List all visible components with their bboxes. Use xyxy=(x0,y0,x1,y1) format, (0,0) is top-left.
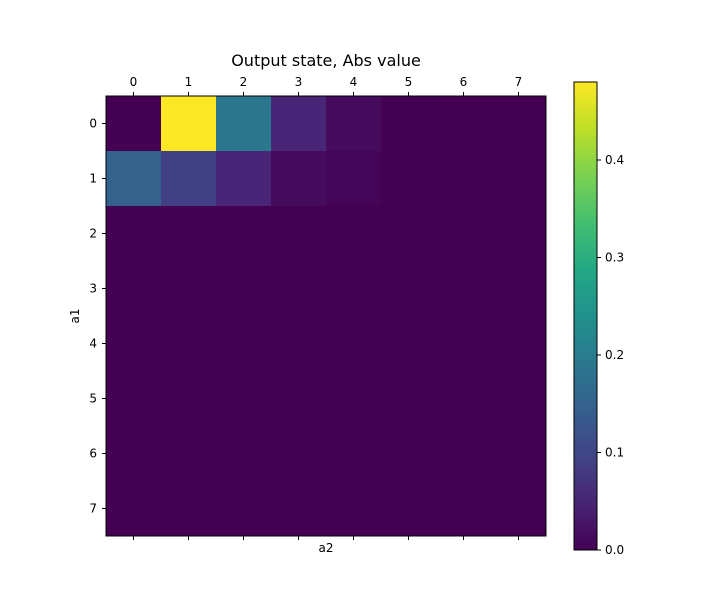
heatmap-cell xyxy=(436,206,492,262)
heatmap-cell xyxy=(271,316,327,372)
heatmap-cell xyxy=(161,426,217,482)
heatmap-cell xyxy=(326,96,382,152)
heatmap-cell xyxy=(271,151,327,207)
heatmap-cell xyxy=(381,426,437,482)
heatmap-cell xyxy=(326,261,382,317)
heatmap-cell xyxy=(326,206,382,262)
heatmap-cell xyxy=(216,151,272,207)
heatmap-cell xyxy=(106,151,162,207)
heatmap-cell xyxy=(106,426,162,482)
heatmap-cell xyxy=(491,481,547,537)
y-tick-label: 0 xyxy=(89,117,97,131)
heatmap-cell xyxy=(161,261,217,317)
chart-title: Output state, Abs value xyxy=(231,51,421,70)
colorbar-tick-label: 0.2 xyxy=(605,348,624,362)
heatmap-cell xyxy=(106,481,162,537)
heatmap-cell xyxy=(491,206,547,262)
heatmap-cell xyxy=(436,316,492,372)
heatmap-cell xyxy=(381,96,437,152)
y-tick-label: 3 xyxy=(89,282,97,296)
y-tick-label: 7 xyxy=(89,502,97,516)
plot-frame xyxy=(105,95,547,537)
heatmap-cell xyxy=(271,261,327,317)
heatmap-cell xyxy=(216,426,272,482)
heatmap-cells xyxy=(106,96,547,537)
heatmap-cell xyxy=(216,96,272,152)
colorbar-tick-label: 0.4 xyxy=(605,153,624,167)
colorbar: 0.0 0.1 0.2 0.3 0.4 xyxy=(573,81,624,557)
heatmap-cell xyxy=(271,371,327,427)
heatmap-cell xyxy=(326,481,382,537)
x-axis-label: a2 xyxy=(319,541,334,555)
heatmap-cell xyxy=(491,371,547,427)
heatmap-cell xyxy=(161,151,217,207)
colorbar-tick-label: 0.3 xyxy=(605,251,624,265)
heatmap-cell xyxy=(216,206,272,262)
heatmap-cell xyxy=(326,316,382,372)
heatmap-cell xyxy=(381,151,437,207)
x-tick-label: 2 xyxy=(240,75,248,89)
heatmap-cell xyxy=(106,96,162,152)
heatmap-cell xyxy=(326,151,382,207)
heatmap-cell xyxy=(271,96,327,152)
heatmap-cell xyxy=(271,481,327,537)
heatmap-cell xyxy=(326,371,382,427)
x-tick-label: 7 xyxy=(515,75,523,89)
heatmap-cell xyxy=(491,96,547,152)
heatmap-cell xyxy=(271,206,327,262)
heatmap-cell xyxy=(161,316,217,372)
y-tick-label: 6 xyxy=(89,447,97,461)
colorbar-tick-label: 0.1 xyxy=(605,446,624,460)
x-tick-label: 3 xyxy=(295,75,303,89)
heatmap-cell xyxy=(381,206,437,262)
y-tick-label: 1 xyxy=(89,172,97,186)
heatmap-cell xyxy=(491,316,547,372)
x-tick-label: 1 xyxy=(185,75,193,89)
heatmap-cell xyxy=(161,96,217,152)
x-tick-label: 0 xyxy=(130,75,138,89)
heatmap-cell xyxy=(491,151,547,207)
heatmap-cell xyxy=(436,151,492,207)
heatmap-cell xyxy=(491,261,547,317)
heatmap-cell xyxy=(436,371,492,427)
x-axis-ticks: 0 1 2 3 4 5 6 7 xyxy=(130,75,523,540)
y-tick-label: 5 xyxy=(89,392,97,406)
heatmap-cell xyxy=(436,426,492,482)
heatmap-cell xyxy=(161,371,217,427)
y-tick-label: 4 xyxy=(89,337,97,351)
colorbar-ticks: 0.0 0.1 0.2 0.3 0.4 xyxy=(597,153,624,557)
x-tick-label: 6 xyxy=(460,75,468,89)
x-tick-label: 4 xyxy=(350,75,358,89)
heatmap-cell xyxy=(326,426,382,482)
heatmap-cell xyxy=(436,481,492,537)
x-tick-label: 5 xyxy=(405,75,413,89)
heatmap-cell xyxy=(491,426,547,482)
heatmap-cell xyxy=(436,261,492,317)
heatmap-cell xyxy=(271,426,327,482)
heatmap-cell xyxy=(216,316,272,372)
colorbar-tick-label: 0.0 xyxy=(605,543,624,557)
y-axis-label: a1 xyxy=(68,309,82,324)
y-tick-label: 2 xyxy=(89,227,97,241)
heatmap-cell xyxy=(106,316,162,372)
heatmap-cell xyxy=(106,371,162,427)
heatmap-cell xyxy=(381,371,437,427)
heatmap-cell xyxy=(216,371,272,427)
heatmap-cell xyxy=(216,481,272,537)
colorbar-gradient xyxy=(573,81,598,551)
heatmap-cell xyxy=(216,261,272,317)
heatmap-cell xyxy=(381,261,437,317)
heatmap-cell xyxy=(106,206,162,262)
heatmap-cell xyxy=(381,481,437,537)
y-axis-ticks: 0 1 2 3 4 5 6 7 xyxy=(89,117,106,516)
heatmap-cell xyxy=(381,316,437,372)
heatmap-cell xyxy=(106,261,162,317)
heatmap-cell xyxy=(161,206,217,262)
heatmap-cell xyxy=(436,96,492,152)
heatmap-cell xyxy=(161,481,217,537)
